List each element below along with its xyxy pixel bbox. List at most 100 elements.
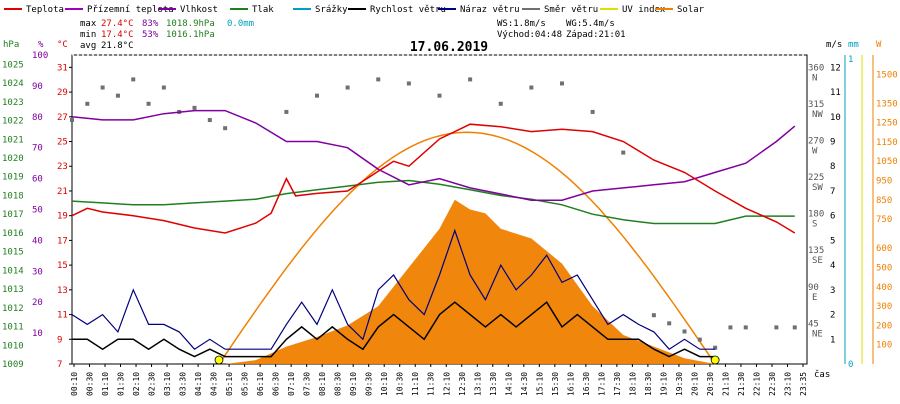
tick-hpa: 1024	[2, 79, 24, 89]
chart-title: 17.06.2019	[410, 40, 488, 55]
tick-time: 03:10	[163, 372, 172, 396]
legend-label-1: Teplota	[26, 5, 64, 15]
tick-dir-deg: 90	[808, 283, 819, 293]
tick-time: 01:30	[117, 372, 126, 396]
legend-label-8: Směr větru	[544, 5, 598, 15]
tick-time: 16:30	[582, 372, 591, 396]
tick-dir-label: S	[812, 220, 817, 230]
stat-sunrise: Východ:04:48	[497, 30, 562, 40]
series-wind-dir-point	[792, 325, 797, 330]
tick-time: 19:10	[659, 372, 668, 396]
tick-pct: 40	[32, 236, 43, 246]
tick-hpa: 1012	[2, 304, 24, 314]
tick-time: 07:30	[303, 372, 312, 396]
tick-w: 1350	[876, 99, 898, 109]
series-wind-dir-point	[146, 101, 151, 106]
tick-ms: 3	[830, 286, 835, 296]
tick-time: 16:10	[566, 372, 575, 396]
tick-w: 750	[876, 215, 892, 225]
legend-label-9: UV index	[622, 5, 666, 15]
tick-mm: 1	[848, 55, 853, 65]
tick-time: 22:10	[752, 372, 761, 396]
series-wind-dir-point	[131, 77, 136, 82]
unit-mm: mm	[848, 40, 859, 50]
tick-degc: 11	[57, 311, 68, 321]
tick-w: 1250	[876, 119, 898, 129]
tick-time: 06:30	[272, 372, 281, 396]
stat-max-label: max	[80, 19, 97, 29]
tick-dir-label: NW	[812, 110, 823, 120]
tick-w: 950	[876, 177, 892, 187]
tick-time: 14:10	[504, 372, 513, 396]
tick-w: 1500	[876, 70, 898, 80]
tick-hpa: 1009	[2, 360, 24, 370]
series-wind-dir-point	[774, 325, 779, 330]
stat-min-hum: 53%	[142, 30, 159, 40]
tick-ms: 9	[830, 138, 835, 148]
tick-time: 05:10	[225, 372, 234, 396]
tick-time: 22:30	[768, 372, 777, 396]
unit-w: W	[876, 40, 882, 50]
series-wind-dir-point	[85, 101, 90, 106]
tick-hpa: 1019	[2, 173, 24, 183]
tick-hpa: 1018	[2, 191, 24, 201]
tick-degc: 19	[57, 212, 68, 222]
tick-dir-deg: 45	[808, 319, 819, 329]
legend-label-4: Tlak	[252, 5, 274, 15]
tick-time: 04:30	[210, 372, 219, 396]
tick-degc: 7	[57, 360, 62, 370]
tick-degc: 15	[57, 261, 68, 271]
axes: 1025102410231022102110201019101810171016…	[2, 51, 898, 396]
series-wind-dir-point	[560, 81, 564, 86]
tick-time: 18:10	[628, 372, 637, 396]
series-wind-dir-point	[651, 313, 656, 318]
tick-pct: 10	[32, 329, 43, 339]
tick-time: 14:30	[520, 372, 529, 396]
tick-degc: 21	[57, 187, 68, 197]
stat-wg: WG:5.4m/s	[566, 19, 615, 29]
tick-time: 23:35	[799, 372, 808, 396]
series-wind-dir-point	[529, 85, 534, 90]
tick-time: 06:10	[256, 372, 265, 396]
tick-time: 20:10	[690, 372, 699, 396]
tick-hpa: 1023	[2, 98, 24, 108]
tick-time: 17:10	[597, 372, 606, 396]
tick-hpa: 1022	[2, 117, 24, 127]
series-wind-dir-point	[621, 150, 626, 155]
series-wind-dir-point	[590, 109, 595, 114]
tick-w: 500	[876, 263, 892, 273]
tick-time: 15:30	[551, 372, 560, 396]
tick-time: 12:30	[458, 372, 467, 396]
series-wind-dir-point	[667, 321, 672, 326]
tick-ms: 6	[830, 212, 835, 222]
legend-label-6: Rychlost větru	[370, 5, 446, 15]
series-wind-dir-point	[498, 101, 503, 106]
tick-degc: 9	[57, 335, 62, 345]
tick-time: 10:30	[396, 372, 405, 396]
stat-max-temp: 27.4°C	[101, 19, 134, 29]
tick-pct: 80	[32, 113, 43, 123]
series-wind-dir-point	[728, 325, 733, 330]
series-wind-dir-point	[223, 126, 228, 131]
series-wind-dir-point	[161, 85, 166, 90]
tick-time: 12:10	[442, 372, 451, 396]
tick-pct: 100	[32, 51, 48, 61]
tick-mm: 0	[848, 360, 853, 370]
stat-max-rain: 0.0mm	[227, 19, 254, 29]
tick-hpa: 1020	[2, 154, 24, 164]
tick-time: 05:30	[241, 372, 250, 396]
tick-dir-label: W	[812, 146, 818, 156]
tick-w: 600	[876, 244, 892, 254]
tick-pct: 30	[32, 267, 43, 277]
tick-time: 13:10	[473, 372, 482, 396]
stats-block: max 27.4°C 83% 1018.9hPa 0.0mm min 17.4°…	[80, 19, 626, 51]
tick-w: 400	[876, 283, 892, 293]
series-wind-dir-point	[115, 93, 120, 98]
series-wind-speed	[72, 301, 716, 358]
tick-time: 02:10	[132, 372, 141, 396]
stat-min-label: min	[80, 30, 96, 40]
tick-time: 15:10	[535, 372, 544, 396]
legend-label-5: Srážky	[315, 5, 348, 15]
legend: Teplota Přízemní teplota Vlhkost Tlak Srážky…	[4, 5, 705, 15]
tick-time: 00:10	[70, 372, 79, 396]
